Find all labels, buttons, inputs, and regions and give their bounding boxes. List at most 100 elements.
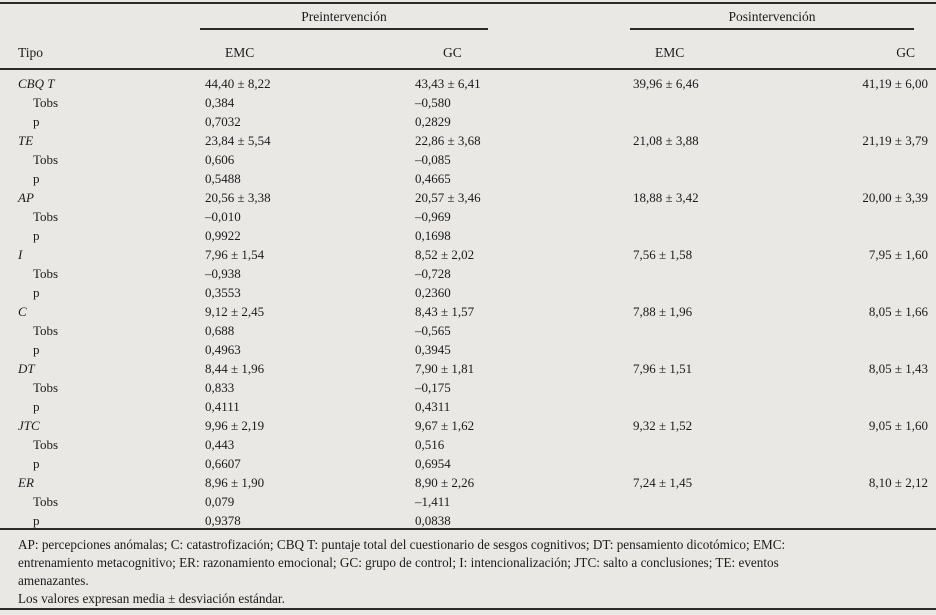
row-sublabel-p: p bbox=[33, 228, 40, 243]
cell-pre-gc: 9,67 ± 1,62 bbox=[415, 418, 475, 433]
footnote-separator-rule bbox=[0, 528, 936, 530]
row-sublabel-p: p bbox=[33, 513, 40, 528]
cell-tobs-pre-gc: –0,565 bbox=[415, 323, 451, 338]
cell-pre-gc: 8,90 ± 2,26 bbox=[415, 475, 475, 490]
cell-tobs-pre-emc: 0,606 bbox=[205, 152, 235, 167]
row-label: CBQ T bbox=[18, 76, 55, 91]
row-label: TE bbox=[18, 133, 34, 148]
cell-p-pre-emc: 0,4111 bbox=[205, 399, 240, 414]
column-header-row: Tipo EMC GC EMC GC bbox=[0, 30, 936, 70]
row-sublabel-tobs: Tobs bbox=[33, 152, 59, 167]
column-header-pos-emc: EMC bbox=[615, 30, 845, 70]
footnote-line: Los valores expresan media ± desviación … bbox=[18, 591, 285, 606]
table-row: ER 8,96 ± 1,90 8,90 ± 2,26 7,24 ± 1,45 8… bbox=[0, 471, 936, 490]
cell-pos-emc: 7,96 ± 1,51 bbox=[633, 361, 693, 376]
cell-pos-gc: 20,00 ± 3,39 bbox=[862, 190, 928, 205]
cell-tobs-pre-gc: –0,175 bbox=[415, 380, 451, 395]
table-row: AP 20,56 ± 3,38 20,57 ± 3,46 18,88 ± 3,4… bbox=[0, 186, 936, 205]
cell-p-pre-gc: 0,6954 bbox=[415, 456, 451, 471]
row-sublabel-tobs: Tobs bbox=[33, 323, 59, 338]
row-sublabel-tobs: Tobs bbox=[33, 209, 59, 224]
row-sublabel-tobs: Tobs bbox=[33, 494, 59, 509]
cell-tobs-pre-gc: 0,516 bbox=[415, 437, 445, 452]
footnote-line: entrenamiento metacognitivo; ER: razonam… bbox=[18, 555, 779, 570]
cell-tobs-pre-gc: –0,580 bbox=[415, 95, 451, 110]
cell-p-pre-gc: 0,0838 bbox=[415, 513, 451, 528]
results-table: Preintervención Posintervención Tipo EMC… bbox=[0, 4, 936, 528]
group-header-pos: Posintervención bbox=[615, 4, 936, 30]
row-sublabel-p: p bbox=[33, 342, 40, 357]
table-row: Tobs 0,443 0,516 bbox=[0, 433, 936, 452]
table-row: Tobs 0,688 –0,565 bbox=[0, 319, 936, 338]
cell-pre-gc: 22,86 ± 3,68 bbox=[415, 133, 481, 148]
cell-pre-emc: 8,44 ± 1,96 bbox=[205, 361, 265, 376]
cell-tobs-pre-emc: 0,443 bbox=[205, 437, 235, 452]
cell-tobs-pre-gc: –0,728 bbox=[415, 266, 451, 281]
row-label: DT bbox=[18, 361, 35, 376]
cell-p-pre-emc: 0,4963 bbox=[205, 342, 241, 357]
cell-pre-emc: 9,96 ± 2,19 bbox=[205, 418, 265, 433]
table-row: p 0,9378 0,0838 bbox=[0, 509, 936, 528]
table-row: p 0,7032 0,2829 bbox=[0, 110, 936, 129]
table-row: p 0,4963 0,3945 bbox=[0, 338, 936, 357]
cell-tobs-pre-emc: 0,384 bbox=[205, 95, 235, 110]
table-row: p 0,3553 0,2360 bbox=[0, 281, 936, 300]
row-sublabel-p: p bbox=[33, 285, 40, 300]
footnote-line: amenazantes. bbox=[18, 573, 89, 588]
cell-tobs-pre-emc: 0,688 bbox=[205, 323, 235, 338]
cell-pos-gc: 9,05 ± 1,60 bbox=[868, 418, 928, 433]
table-footnotes: AP: percepciones anómalas; C: catastrofi… bbox=[0, 530, 936, 608]
table-row: Tobs 0,384 –0,580 bbox=[0, 91, 936, 110]
cell-p-pre-gc: 0,3945 bbox=[415, 342, 451, 357]
cell-pre-emc: 20,56 ± 3,38 bbox=[205, 190, 271, 205]
table-row: Tobs 0,833 –0,175 bbox=[0, 376, 936, 395]
cell-pre-emc: 9,12 ± 2,45 bbox=[205, 304, 265, 319]
cell-pos-gc: 7,95 ± 1,60 bbox=[868, 247, 928, 262]
row-sublabel-tobs: Tobs bbox=[33, 95, 59, 110]
group-header-spacer bbox=[0, 4, 187, 30]
cell-p-pre-emc: 0,6607 bbox=[205, 456, 241, 471]
table-row: I 7,96 ± 1,54 8,52 ± 2,02 7,56 ± 1,58 7,… bbox=[0, 243, 936, 262]
cell-pre-gc: 20,57 ± 3,46 bbox=[415, 190, 481, 205]
table-row: Tobs 0,079 –1,411 bbox=[0, 490, 936, 509]
cell-pos-emc: 7,88 ± 1,96 bbox=[633, 304, 693, 319]
column-header-pos-gc: GC bbox=[845, 30, 936, 70]
column-header-pre-gc: GC bbox=[397, 30, 615, 70]
table-row: DT 8,44 ± 1,96 7,90 ± 1,81 7,96 ± 1,51 8… bbox=[0, 357, 936, 376]
table-row: TE 23,84 ± 5,54 22,86 ± 3,68 21,08 ± 3,8… bbox=[0, 129, 936, 148]
table-row: C 9,12 ± 2,45 8,43 ± 1,57 7,88 ± 1,96 8,… bbox=[0, 300, 936, 319]
cell-pre-emc: 23,84 ± 5,54 bbox=[205, 133, 271, 148]
row-label: ER bbox=[18, 475, 34, 490]
row-sublabel-tobs: Tobs bbox=[33, 266, 59, 281]
table-row: p 0,4111 0,4311 bbox=[0, 395, 936, 414]
group-label-posintervencion: Posintervención bbox=[630, 9, 914, 30]
group-header-row: Preintervención Posintervención bbox=[0, 4, 936, 30]
row-sublabel-tobs: Tobs bbox=[33, 437, 59, 452]
cell-pre-emc: 8,96 ± 1,90 bbox=[205, 475, 265, 490]
cell-p-pre-gc: 0,1698 bbox=[415, 228, 451, 243]
cell-p-pre-emc: 0,5488 bbox=[205, 171, 241, 186]
table-row: CBQ T 44,40 ± 8,22 43,43 ± 6,41 39,96 ± … bbox=[0, 69, 936, 91]
cell-pos-gc: 41,19 ± 6,00 bbox=[862, 76, 928, 91]
column-header-tipo: Tipo bbox=[0, 30, 187, 70]
cell-p-pre-emc: 0,7032 bbox=[205, 114, 241, 129]
row-sublabel-tobs: Tobs bbox=[33, 380, 59, 395]
group-label-preintervencion: Preintervención bbox=[200, 9, 488, 30]
cell-pos-emc: 7,24 ± 1,45 bbox=[633, 475, 693, 490]
cell-pre-emc: 44,40 ± 8,22 bbox=[205, 76, 271, 91]
row-sublabel-p: p bbox=[33, 171, 40, 186]
cell-p-pre-gc: 0,2829 bbox=[415, 114, 451, 129]
table-row: p 0,5488 0,4665 bbox=[0, 167, 936, 186]
cell-p-pre-gc: 0,4311 bbox=[415, 399, 451, 414]
cell-pos-emc: 39,96 ± 6,46 bbox=[633, 76, 699, 91]
cell-tobs-pre-emc: –0,010 bbox=[205, 209, 241, 224]
row-label: I bbox=[18, 247, 23, 262]
row-label: AP bbox=[18, 190, 34, 205]
cell-pre-gc: 7,90 ± 1,81 bbox=[415, 361, 475, 376]
cell-pre-gc: 43,43 ± 6,41 bbox=[415, 76, 481, 91]
cell-pos-emc: 21,08 ± 3,88 bbox=[633, 133, 699, 148]
row-label: C bbox=[18, 304, 27, 319]
bottom-rule bbox=[0, 608, 936, 610]
cell-pos-gc: 8,05 ± 1,43 bbox=[868, 361, 928, 376]
row-label: JTC bbox=[18, 418, 40, 433]
